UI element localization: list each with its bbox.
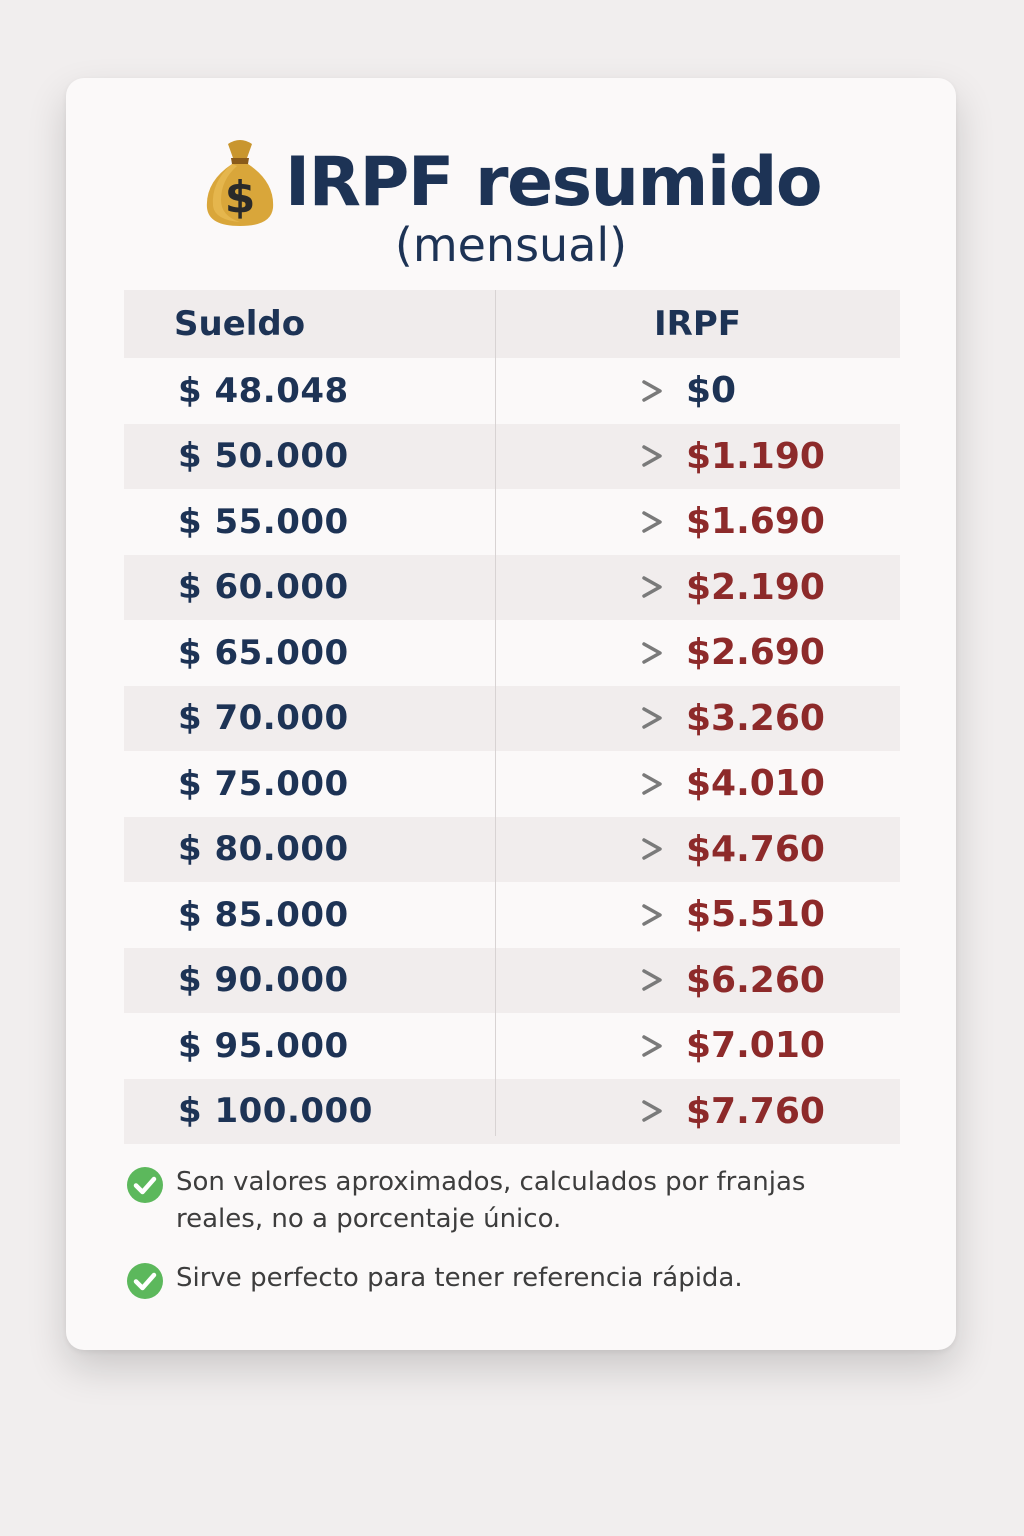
irpf-value: $6.260 [686, 959, 825, 1001]
sueldo-value: $ 75.000 [178, 763, 349, 804]
arrow-right-icon [574, 576, 662, 598]
irpf-value: $2.190 [686, 566, 825, 608]
irpf-value: $5.510 [686, 894, 825, 936]
arrow-right-icon [574, 445, 662, 467]
table-row: $ 65.000 $2.690 [124, 620, 900, 686]
table-row: $ 60.000 $2.190 [124, 554, 900, 620]
arrow-right-icon [574, 511, 662, 533]
sueldo-value: $ 65.000 [178, 632, 349, 673]
arrow-right-icon [574, 1100, 662, 1122]
note-item: Son valores aproximados, calculados por … [126, 1164, 886, 1238]
irpf-value: $7.760 [686, 1090, 825, 1132]
check-circle-icon [127, 1167, 163, 1203]
arrow-right-icon [574, 707, 662, 729]
column-header-sueldo: Sueldo [174, 304, 306, 344]
column-header-irpf: IRPF [654, 304, 741, 344]
check-circle-icon [127, 1263, 163, 1299]
arrow-right-icon [574, 838, 662, 860]
page-title: IRPF resumido [284, 142, 823, 222]
irpf-value: $3.260 [686, 697, 825, 739]
irpf-value: $2.690 [686, 632, 825, 674]
table-row: $ 70.000 $3.260 [124, 685, 900, 751]
irpf-value: $4.760 [686, 828, 825, 870]
sueldo-value: $ 100.000 [178, 1091, 373, 1132]
arrow-right-icon [574, 380, 662, 402]
page-subtitle: (mensual) [394, 218, 628, 272]
table-row: $ 48.048 $0 [124, 358, 900, 424]
summary-card: $ IRPF resumido (mensual) Sueldo IRPF $ … [66, 78, 956, 1350]
note-text: Son valores aproximados, calculados por … [176, 1167, 806, 1234]
table-row: $ 80.000 $4.760 [124, 816, 900, 882]
sueldo-value: $ 90.000 [178, 960, 349, 1001]
table-row: $ 85.000 $5.510 [124, 882, 900, 948]
sueldo-value: $ 85.000 [178, 894, 349, 935]
irpf-table: Sueldo IRPF $ 48.048 $0 $ 50.000 $1.190 $ 55… [124, 290, 900, 1144]
column-divider [495, 290, 496, 1136]
money-bag-icon: $ [206, 140, 274, 226]
arrow-right-icon [574, 969, 662, 991]
table-header: Sueldo IRPF [124, 290, 900, 358]
arrow-right-icon [574, 773, 662, 795]
irpf-value: $7.010 [686, 1025, 825, 1067]
irpf-value: $0 [686, 370, 737, 412]
table-row: $ 55.000 $1.690 [124, 489, 900, 555]
table-row: $ 50.000 $1.190 [124, 423, 900, 489]
note-item: Sirve perfecto para tener referencia ráp… [126, 1260, 886, 1300]
arrow-right-icon [574, 642, 662, 664]
irpf-value: $1.690 [686, 501, 825, 543]
table-row: $ 75.000 $4.010 [124, 751, 900, 817]
table-row: $ 100.000 $7.760 [124, 1078, 900, 1144]
svg-text:$: $ [225, 172, 256, 223]
notes: Son valores aproximados, calculados por … [126, 1164, 886, 1322]
irpf-value: $4.010 [686, 763, 825, 805]
sueldo-value: $ 50.000 [178, 436, 349, 477]
sueldo-value: $ 48.048 [178, 370, 349, 411]
sueldo-value: $ 60.000 [178, 567, 349, 608]
arrow-right-icon [574, 904, 662, 926]
table-row: $ 95.000 $7.010 [124, 1013, 900, 1079]
header: $ IRPF resumido (mensual) [66, 134, 956, 272]
sueldo-value: $ 95.000 [178, 1025, 349, 1066]
note-text: Sirve perfecto para tener referencia ráp… [176, 1263, 743, 1293]
table-row: $ 90.000 $6.260 [124, 947, 900, 1013]
sueldo-value: $ 70.000 [178, 698, 349, 739]
arrow-right-icon [574, 1035, 662, 1057]
irpf-value: $1.190 [686, 435, 825, 477]
sueldo-value: $ 80.000 [178, 829, 349, 870]
sueldo-value: $ 55.000 [178, 501, 349, 542]
